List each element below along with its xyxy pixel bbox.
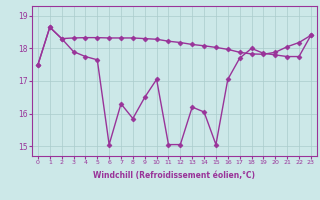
X-axis label: Windchill (Refroidissement éolien,°C): Windchill (Refroidissement éolien,°C) xyxy=(93,171,255,180)
